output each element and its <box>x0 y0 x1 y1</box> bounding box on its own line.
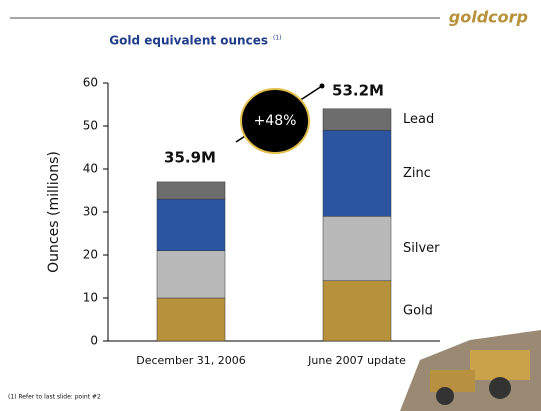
bar-segment <box>156 250 226 299</box>
y-tick-label: 10 <box>83 291 98 305</box>
footnote: (1) Refer to last slide: point #2 <box>8 394 101 401</box>
bar-segment <box>156 181 226 200</box>
arrow-head <box>319 83 325 89</box>
total-label: 35.9M <box>164 149 216 167</box>
y-tick-label: 0 <box>90 334 98 348</box>
total-label: 53.2M <box>332 82 384 100</box>
x-tick-label: June 2007 update <box>307 354 406 367</box>
bar-segment <box>322 130 392 217</box>
y-tick-label: 40 <box>83 162 98 176</box>
chart-title: Gold equivalent ounces <box>109 34 268 48</box>
series-label: Zinc <box>403 166 431 181</box>
logo: goldcorp <box>449 8 528 27</box>
bar-segment <box>156 297 226 342</box>
mine-trucks <box>400 330 541 411</box>
title-note: (1) <box>273 35 282 42</box>
y-tick-label: 20 <box>83 248 98 262</box>
series-label: Silver <box>403 241 440 256</box>
y-tick-label: 30 <box>83 205 98 219</box>
bar-segment <box>322 108 392 131</box>
growth-badge <box>240 88 310 154</box>
y-tick-label: 60 <box>83 76 98 90</box>
y-tick-label: 50 <box>83 119 98 133</box>
y-axis-label: Ounces (millions) <box>46 151 62 273</box>
series-label: Gold <box>403 303 433 318</box>
bar-segment <box>322 280 392 342</box>
series-label: Lead <box>403 112 434 127</box>
x-tick-label: December 31, 2006 <box>136 354 246 367</box>
bar-segment <box>156 198 226 251</box>
growth-label: +48% <box>254 113 297 129</box>
bar-segment <box>322 216 392 282</box>
